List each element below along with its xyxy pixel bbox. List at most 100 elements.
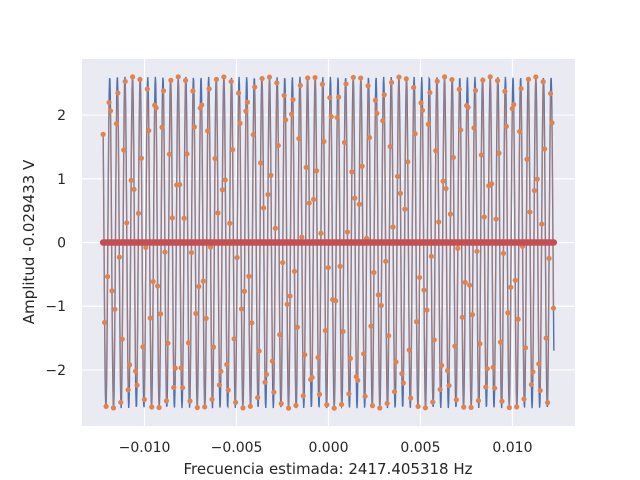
sample-point [246,273,252,279]
sample-point [525,76,532,82]
sample-point [202,404,208,410]
sample-point [234,254,240,261]
sample-point [514,404,520,410]
sample-point [344,229,351,235]
sample-point [222,177,228,183]
sample-point [334,114,340,121]
sample-point [422,405,429,411]
sample-point [112,306,118,312]
sample-point [299,234,305,240]
sample-point [405,159,411,165]
sample-point [537,387,543,394]
x-tick-label: 0.005 [400,440,440,456]
sample-point [533,74,539,80]
sample-point [258,160,264,166]
sample-point [215,210,221,216]
sample-point [255,395,261,401]
sample-point [361,351,367,357]
sample-point [110,405,117,411]
sample-point [484,366,490,372]
sample-point [394,173,401,180]
sample-point [449,77,455,83]
sample-point [478,152,484,158]
y-tick-label: −2 [45,363,66,379]
sample-point [324,402,330,408]
sample-point [283,117,289,123]
sample-point [300,393,306,399]
sample-point [315,354,321,361]
sample-point [511,101,517,108]
sample-point [250,132,256,138]
sample-point [107,108,114,114]
sample-point [386,333,392,339]
sample-point [336,94,342,100]
sample-point [391,389,398,395]
sample-point [359,163,365,169]
sample-point [203,315,209,321]
sample-point [350,74,356,81]
sample-point [168,77,174,83]
sample-point [452,343,458,349]
sample-point [427,89,433,96]
sample-point [159,124,165,130]
sample-point [177,182,183,188]
sample-point [465,104,471,110]
sample-point [497,339,504,345]
sample-point [550,305,557,311]
sample-point [219,187,225,193]
sample-point [262,379,268,385]
sample-point [453,397,459,403]
sample-point [428,253,434,259]
sample-point [414,319,420,325]
sample-point [147,315,153,321]
sample-point [499,398,505,404]
sample-point [333,298,339,304]
sample-point [306,200,312,206]
sample-point [530,369,536,375]
sample-point [260,205,267,211]
sample-point [527,209,533,215]
sample-point [290,97,296,103]
sample-point [408,395,414,401]
sample-point [213,76,220,82]
sample-point [302,352,308,358]
sample-point [434,78,440,84]
sample-point [272,225,278,231]
sample-point [436,219,442,225]
sample-point [128,177,134,183]
sample-point [372,97,379,103]
sample-point [190,88,196,94]
sample-point [138,155,145,161]
sample-point [393,359,399,365]
sample-point [512,277,518,283]
sample-point [492,385,498,391]
sample-point [188,249,195,256]
x-tick-label: 0.000 [308,440,348,456]
sample-point [103,403,109,409]
sample-point [540,79,546,85]
sample-point [244,99,250,105]
sample-point [531,187,537,194]
sample-point [144,86,150,92]
sample-point [280,259,286,266]
x-tick-label: 0.010 [492,440,532,456]
sample-point [160,88,167,94]
sample-point [278,401,284,407]
sample-point [500,250,507,256]
sample-point [431,337,437,343]
sample-point [522,345,529,351]
sample-point [542,146,548,152]
sample-point [549,120,555,126]
sample-point [169,215,175,221]
sample-point [416,274,423,281]
sample-point [502,88,508,94]
sample-point [371,269,377,276]
sample-point [187,398,193,404]
sample-point [155,283,161,289]
sample-point [536,361,542,367]
sample-point [468,404,474,411]
sample-point [293,402,299,409]
sample-point [505,310,511,316]
sample-point [266,74,273,80]
